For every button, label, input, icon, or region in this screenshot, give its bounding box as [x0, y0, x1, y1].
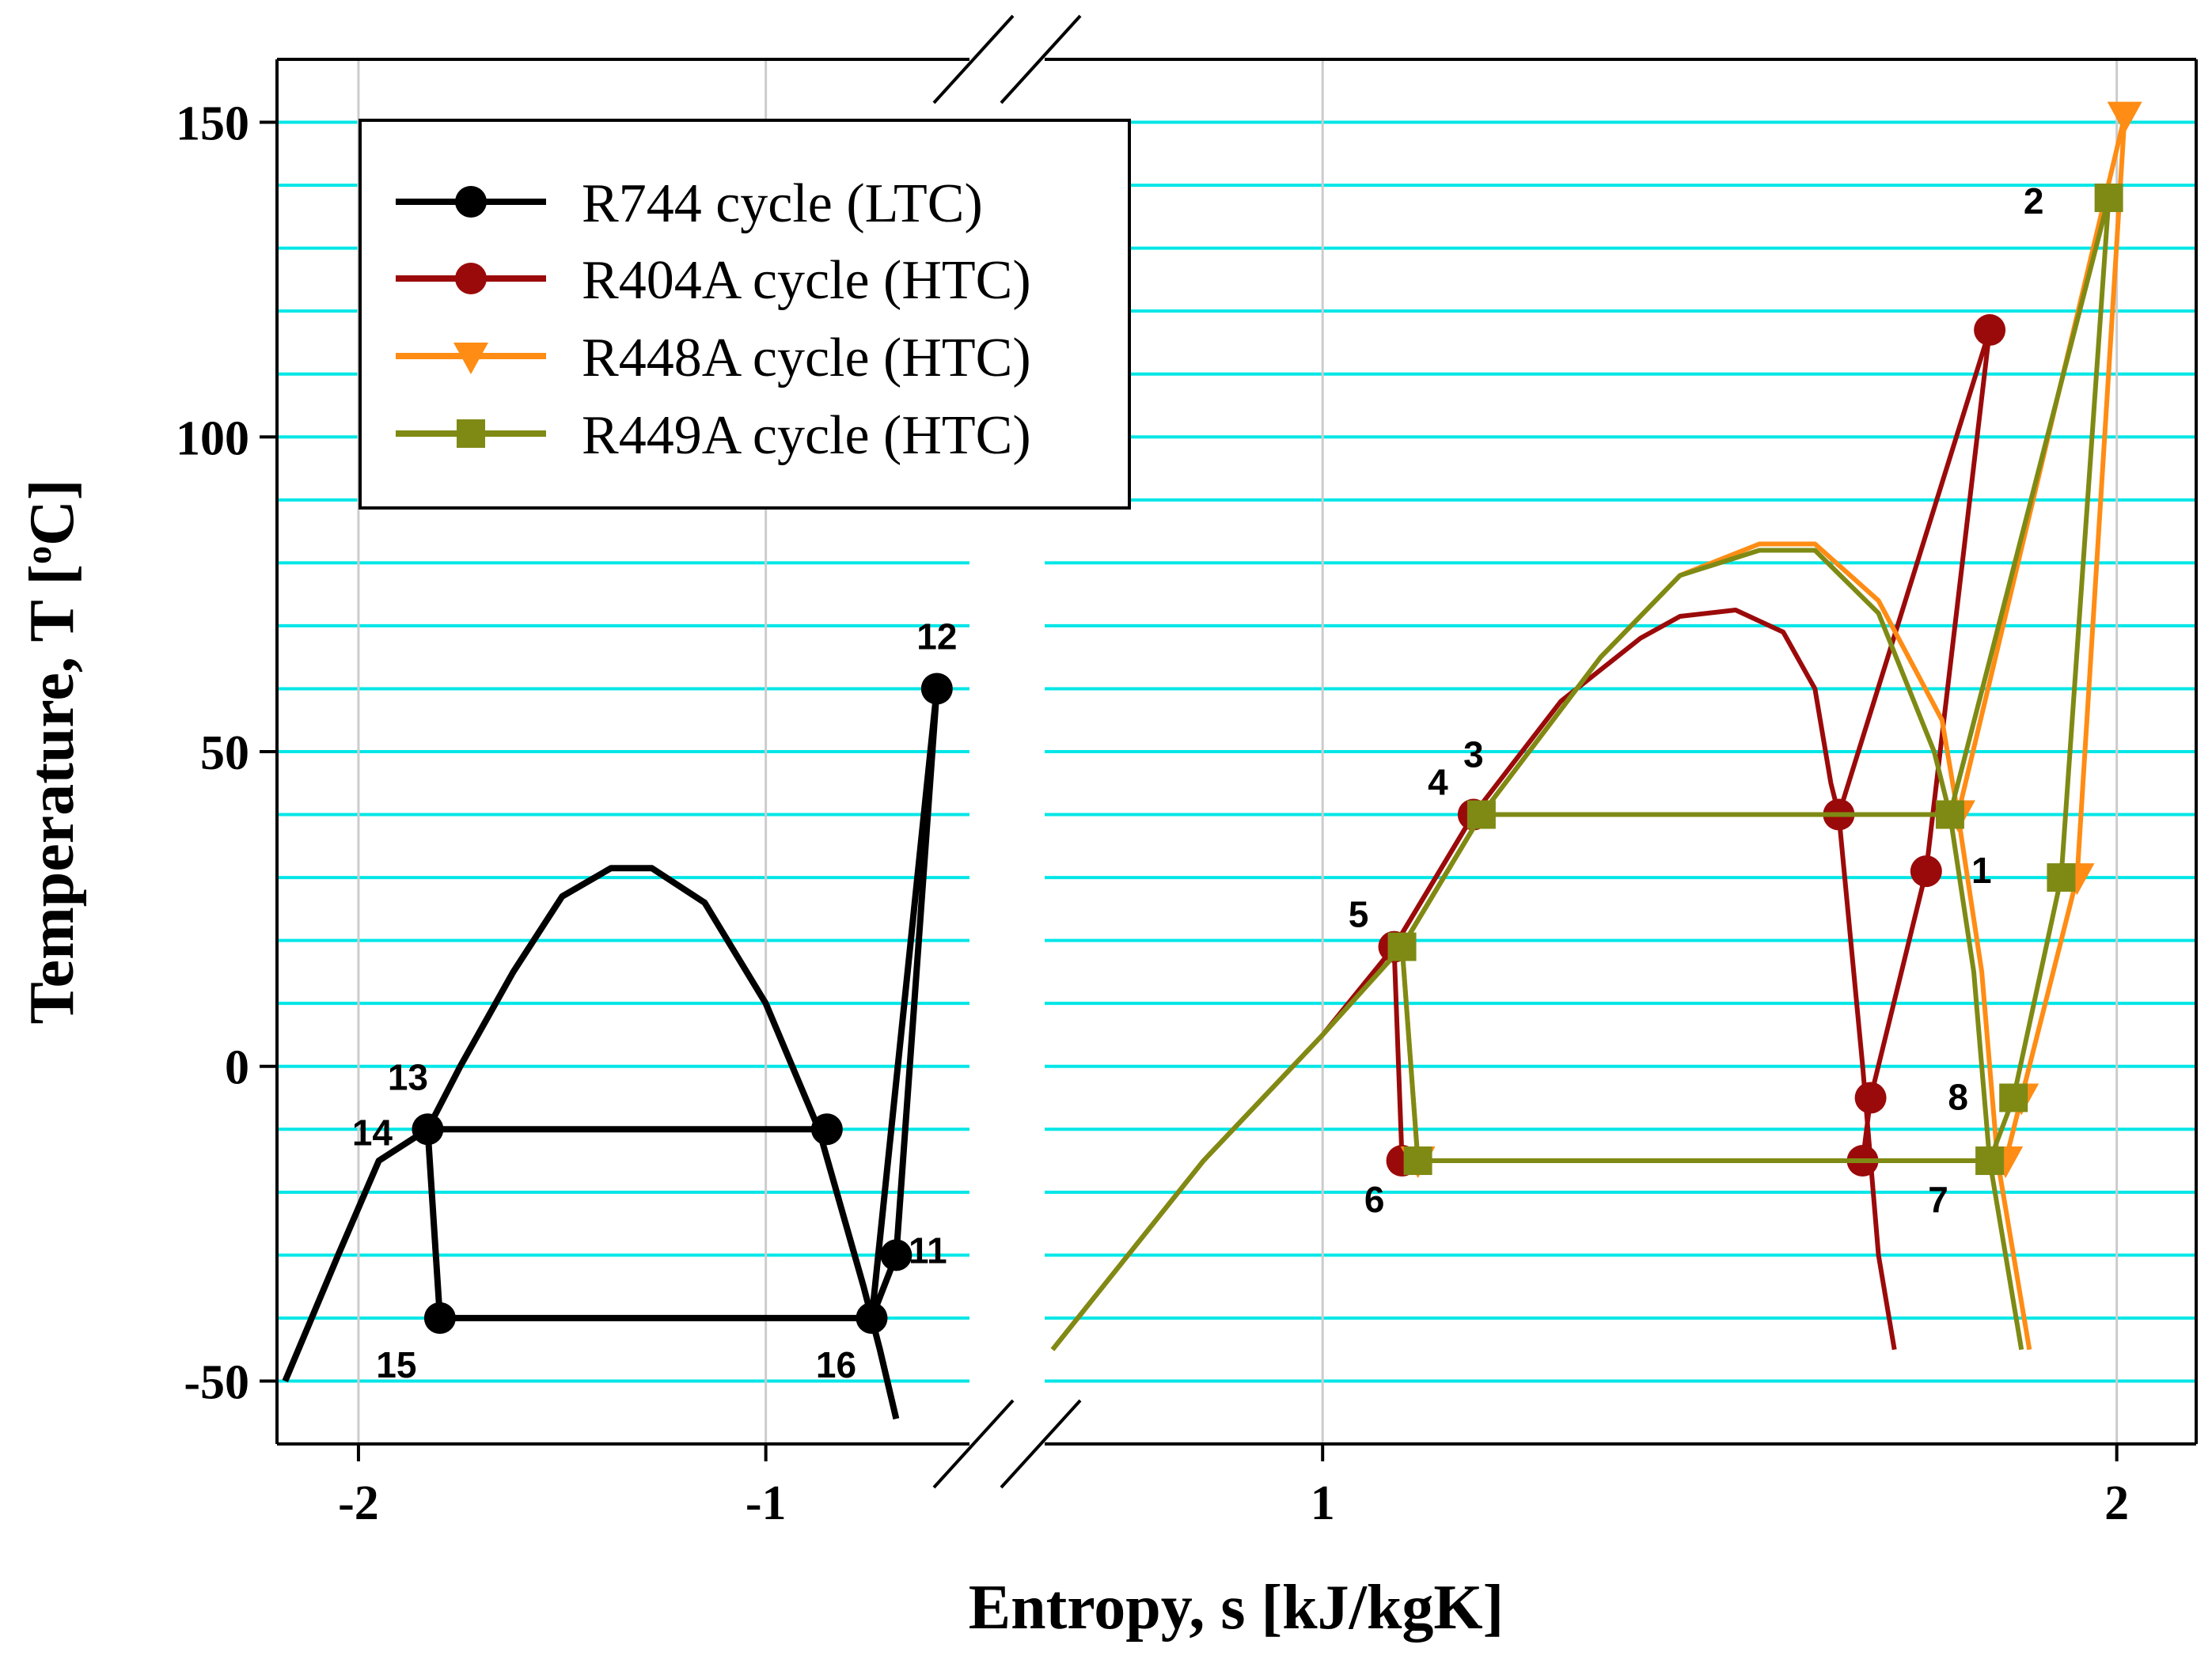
- x-tick-label: 2: [2104, 1476, 2129, 1530]
- x-tick-label: 1: [1311, 1476, 1335, 1530]
- r449a-marker: [1975, 1146, 2005, 1176]
- legend-box: [359, 119, 1131, 510]
- r404a-marker: [1854, 1082, 1887, 1114]
- axis-break-mark: [1000, 14, 1082, 104]
- r744-marker: [856, 1302, 888, 1334]
- r449a-saturation-dome: [1050, 548, 2024, 1351]
- r449a-marker: [1403, 1146, 1432, 1176]
- series-layer: [282, 101, 2142, 1420]
- r449a-marker: [1999, 1083, 2028, 1112]
- point-label-2: 2: [2024, 180, 2044, 222]
- x-tick-label: -2: [338, 1476, 379, 1530]
- axis-break-mark: [932, 1399, 1015, 1489]
- r744-marker: [412, 1113, 444, 1146]
- legend-label-r449a: R449A cycle (HTC): [582, 405, 1031, 466]
- point-label-12: 12: [916, 616, 957, 657]
- point-label-3: 3: [1463, 734, 1484, 775]
- frame-layer: [275, 14, 2198, 1489]
- legend-label-r404a: R404A cycle (HTC): [582, 250, 1031, 311]
- point-label-1: 1: [1971, 850, 1992, 891]
- point-label-16: 16: [816, 1344, 856, 1385]
- y-tick-label: 150: [176, 97, 249, 151]
- r744-marker: [920, 673, 953, 705]
- legend: R744 cycle (LTC) R404A cycle (HTC) R448A…: [359, 119, 1131, 510]
- r744-cycle-line: [424, 685, 940, 1321]
- r449a-marker: [2094, 184, 2123, 212]
- r404a-marker: [1910, 855, 1942, 888]
- legend-swatch-r744-marker: [455, 186, 487, 218]
- legend-entry-r449a: R449A cycle (HTC): [396, 405, 1031, 466]
- point-label-11: 11: [909, 1230, 947, 1271]
- legend-swatch-r448a-marker: [453, 343, 488, 374]
- legend-label-r744: R744 cycle (LTC): [582, 173, 983, 234]
- legend-entry-r744: R744 cycle (LTC): [396, 173, 983, 234]
- point-label-5: 5: [1349, 894, 1369, 935]
- r744-marker: [880, 1239, 912, 1271]
- point-label-7: 7: [1928, 1179, 1948, 1220]
- r449a-marker: [1387, 932, 1417, 961]
- r744-marker: [810, 1113, 843, 1146]
- x-tick-label: -1: [746, 1476, 787, 1530]
- y-tick-label: 50: [200, 726, 249, 780]
- legend-swatch-r449a-marker: [457, 419, 485, 448]
- y-tick-label: 100: [176, 411, 249, 465]
- r404a-marker: [1974, 314, 2006, 347]
- y-axis-title: Temperature, T [oC]: [17, 479, 87, 1025]
- axis-break-mark: [932, 14, 1015, 104]
- y-axis-title-main: Temperature, T [: [17, 564, 87, 1024]
- y-tick-label: -50: [184, 1355, 249, 1409]
- point-label-15: 15: [376, 1344, 416, 1385]
- r449a-marker: [1466, 800, 1496, 829]
- legend-swatch-r404a-marker: [455, 263, 487, 294]
- point-label-14: 14: [352, 1112, 393, 1153]
- y-axis-title-unit: C]: [17, 479, 87, 546]
- x-axis-title: Entropy, s [kJ/kgK]: [969, 1573, 1504, 1643]
- point-label-8: 8: [1948, 1077, 1968, 1118]
- y-axis-title-superscript: o: [18, 546, 59, 564]
- y-tick-label: 0: [225, 1041, 249, 1095]
- r744-saturation-dome: [282, 865, 900, 1420]
- axis-break-mark: [1000, 1399, 1082, 1489]
- point-label-6: 6: [1364, 1179, 1385, 1220]
- legend-entry-r448a: R448A cycle (HTC): [396, 328, 1031, 388]
- r448a-marker: [2107, 101, 2142, 134]
- point-label-13: 13: [388, 1056, 428, 1097]
- r404a-saturation-dome: [1050, 608, 1897, 1351]
- legend-label-r448a: R448A cycle (HTC): [582, 328, 1031, 388]
- r449a-marker: [2047, 863, 2076, 892]
- r744-marker: [423, 1302, 456, 1334]
- r449a-marker: [1935, 800, 1964, 829]
- legend-entry-r404a: R404A cycle (HTC): [396, 250, 1031, 311]
- point-label-4: 4: [1428, 762, 1448, 803]
